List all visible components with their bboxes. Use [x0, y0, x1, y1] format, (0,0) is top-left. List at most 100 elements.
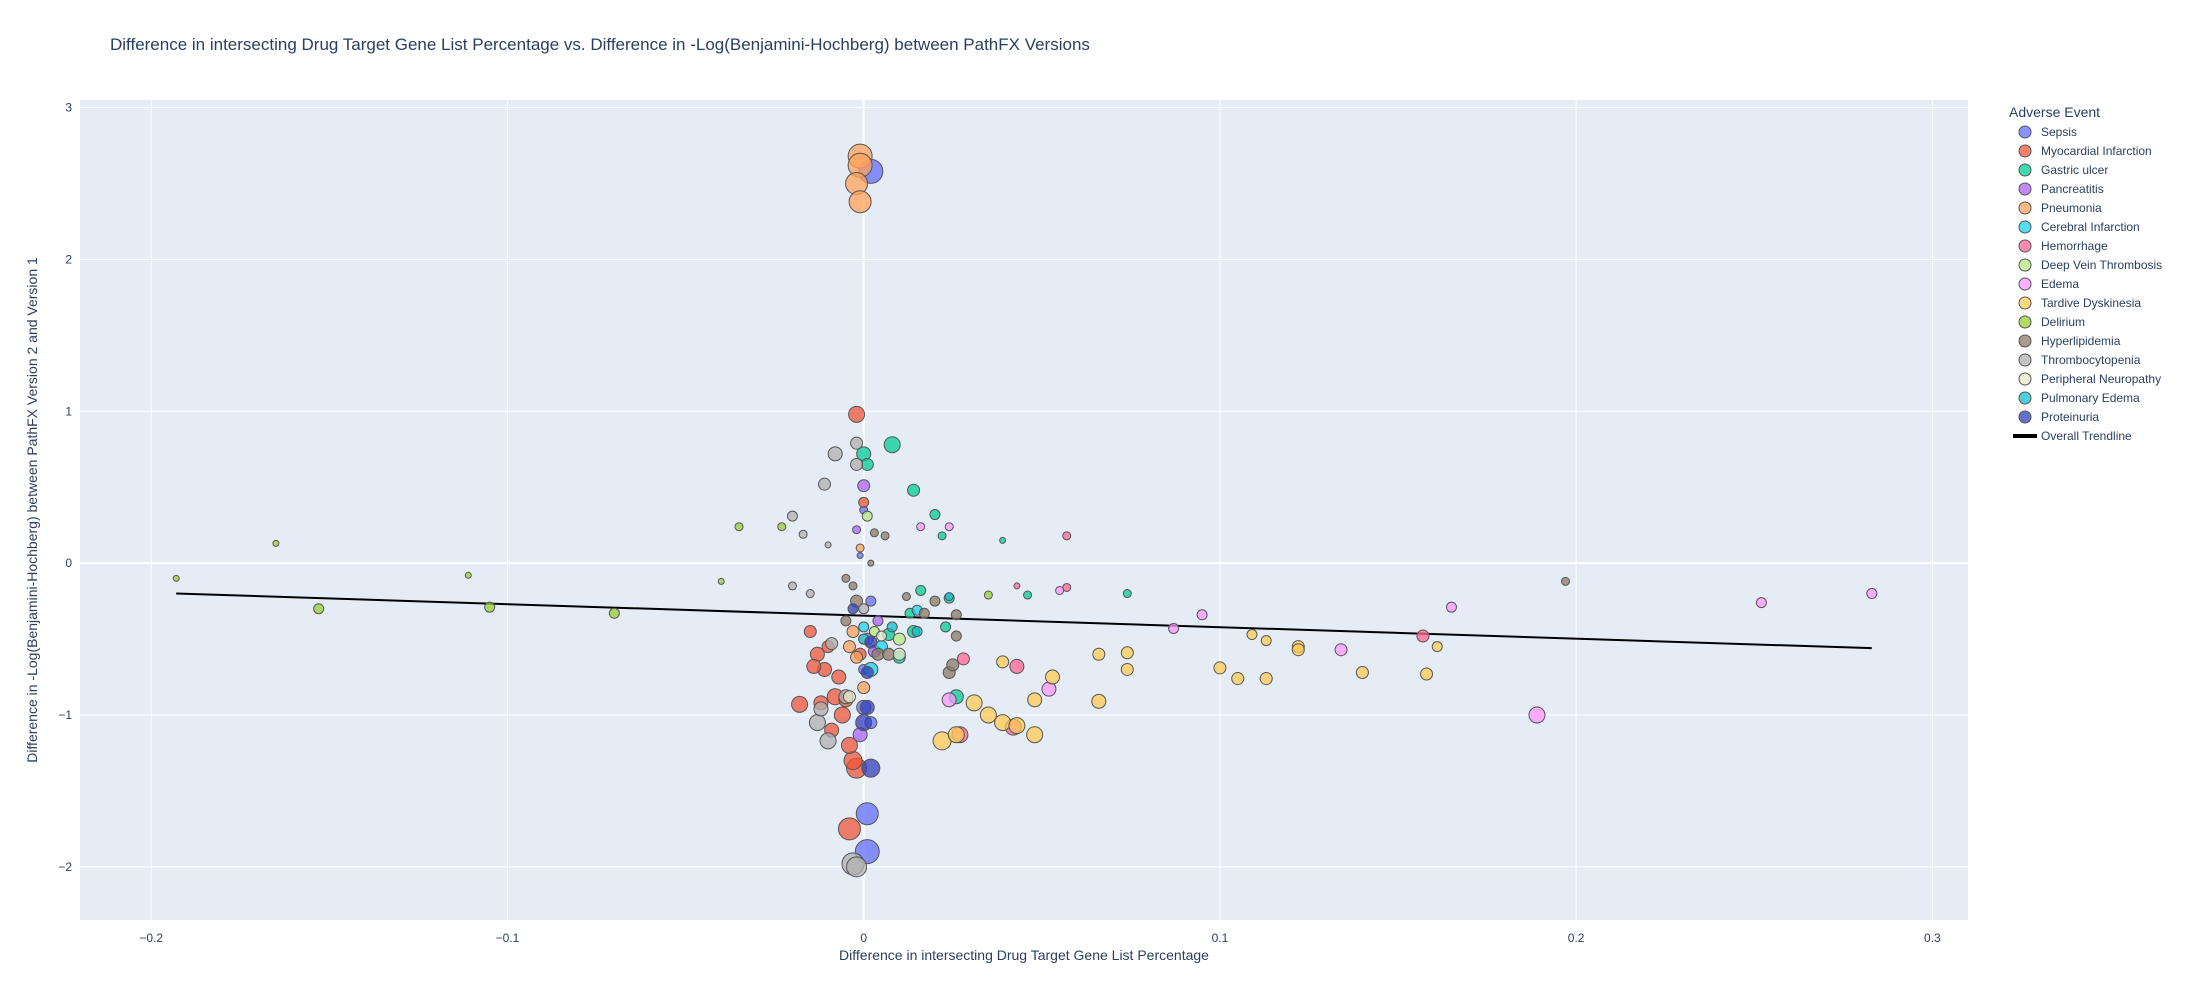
scatter-point[interactable]: [841, 573, 851, 583]
legend-item[interactable]: Pulmonary Edema: [2018, 391, 2140, 405]
scatter-point[interactable]: [846, 624, 860, 638]
scatter-point[interactable]: [1091, 693, 1107, 709]
scatter-point[interactable]: [1246, 629, 1258, 641]
scatter-point[interactable]: [1755, 597, 1767, 609]
scatter-point[interactable]: [872, 615, 884, 627]
legend-item[interactable]: Tardive Dyskinesia: [2018, 296, 2141, 310]
scatter-point[interactable]: [994, 714, 1012, 732]
scatter-point[interactable]: [850, 457, 864, 471]
scatter-point[interactable]: [858, 621, 870, 633]
scatter-point[interactable]: [734, 522, 744, 532]
scatter-point[interactable]: [848, 190, 872, 214]
scatter-point[interactable]: [848, 581, 858, 591]
scatter-point[interactable]: [1023, 590, 1033, 600]
scatter-point[interactable]: [937, 531, 947, 541]
scatter-point[interactable]: [313, 603, 325, 615]
scatter-point[interactable]: [886, 621, 898, 633]
scatter-point[interactable]: [813, 701, 829, 717]
scatter-point[interactable]: [798, 529, 808, 539]
scatter-point[interactable]: [855, 714, 873, 732]
scatter-point[interactable]: [1055, 585, 1065, 595]
scatter-point[interactable]: [983, 590, 993, 600]
scatter-point[interactable]: [944, 522, 954, 532]
legend-item[interactable]: Peripheral Neuropathy: [2018, 372, 2161, 386]
scatter-point[interactable]: [865, 595, 877, 607]
scatter-point[interactable]: [819, 732, 837, 750]
scatter-point[interactable]: [944, 592, 954, 602]
scatter-point[interactable]: [1196, 609, 1208, 621]
scatter-point[interactable]: [484, 601, 496, 613]
scatter-point[interactable]: [880, 531, 890, 541]
legend-item[interactable]: Myocardial Infarction: [2018, 144, 2152, 158]
scatter-point[interactable]: [1120, 646, 1134, 660]
scatter-point[interactable]: [946, 658, 960, 672]
scatter-point[interactable]: [1528, 706, 1546, 724]
scatter-point[interactable]: [855, 802, 879, 826]
scatter-point[interactable]: [608, 607, 620, 619]
scatter-point[interactable]: [1420, 667, 1434, 681]
scatter-point[interactable]: [1445, 601, 1457, 613]
scatter-point[interactable]: [1168, 622, 1180, 634]
legend-item[interactable]: Deep Vein Thrombosis: [2018, 258, 2162, 272]
scatter-point[interactable]: [831, 669, 847, 685]
scatter-point[interactable]: [172, 574, 180, 582]
scatter-point[interactable]: [929, 595, 941, 607]
scatter-point[interactable]: [847, 603, 859, 615]
scatter-point[interactable]: [717, 577, 725, 585]
scatter-point[interactable]: [929, 509, 941, 521]
scatter-point[interactable]: [996, 655, 1010, 669]
scatter-point[interactable]: [791, 695, 809, 713]
legend-item[interactable]: Delirium: [2018, 315, 2085, 329]
scatter-point[interactable]: [901, 592, 911, 602]
scatter-point[interactable]: [824, 541, 832, 549]
scatter-point[interactable]: [1560, 576, 1570, 586]
legend-item[interactable]: Hyperlipidemia: [2018, 334, 2121, 348]
scatter-point[interactable]: [892, 632, 906, 646]
scatter-point[interactable]: [855, 543, 865, 553]
scatter-point[interactable]: [1120, 662, 1134, 676]
legend-item[interactable]: Gastric ulcer: [2018, 163, 2108, 177]
scatter-point[interactable]: [1334, 643, 1348, 657]
scatter-point[interactable]: [825, 637, 839, 651]
scatter-point[interactable]: [860, 665, 874, 679]
legend-item[interactable]: Edema: [2018, 277, 2079, 291]
scatter-point[interactable]: [918, 607, 930, 619]
legend-item[interactable]: Hemorrhage: [2018, 239, 2108, 253]
scatter-point[interactable]: [876, 630, 888, 642]
scatter-point[interactable]: [892, 647, 906, 661]
scatter-point[interactable]: [777, 522, 787, 532]
scatter-point[interactable]: [965, 694, 983, 712]
scatter-point[interactable]: [1044, 669, 1060, 685]
legend-item[interactable]: Pneumonia: [2018, 201, 2102, 215]
scatter-point[interactable]: [956, 652, 970, 666]
scatter-point[interactable]: [848, 405, 866, 423]
scatter-point[interactable]: [837, 817, 861, 841]
scatter-point[interactable]: [867, 559, 875, 567]
scatter-point[interactable]: [869, 528, 879, 538]
scatter-point[interactable]: [827, 446, 843, 462]
scatter-point[interactable]: [272, 539, 280, 547]
scatter-point[interactable]: [840, 736, 858, 754]
scatter-point[interactable]: [852, 525, 862, 535]
scatter-point[interactable]: [842, 640, 856, 654]
scatter-point[interactable]: [861, 510, 873, 522]
legend-item[interactable]: Sepsis: [2018, 125, 2077, 139]
scatter-point[interactable]: [857, 479, 871, 493]
scatter-point[interactable]: [1062, 531, 1072, 541]
scatter-point[interactable]: [1213, 661, 1227, 675]
scatter-point[interactable]: [861, 758, 881, 778]
scatter-point[interactable]: [916, 522, 926, 532]
scatter-point[interactable]: [941, 692, 957, 708]
scatter-point[interactable]: [940, 621, 952, 633]
legend-items[interactable]: Sepsis Myocardial Infarction Gastric ulcer…: [2013, 125, 2162, 443]
scatter-point[interactable]: [915, 584, 927, 596]
scatter-point[interactable]: [1026, 726, 1044, 744]
scatter-point[interactable]: [803, 624, 817, 638]
scatter-point[interactable]: [842, 690, 856, 704]
scatter-point[interactable]: [786, 510, 798, 522]
scatter-point[interactable]: [1008, 717, 1026, 735]
scatter-point[interactable]: [999, 536, 1007, 544]
scatter-point[interactable]: [911, 625, 923, 637]
scatter-point[interactable]: [464, 571, 472, 579]
scatter-point[interactable]: [833, 706, 851, 724]
